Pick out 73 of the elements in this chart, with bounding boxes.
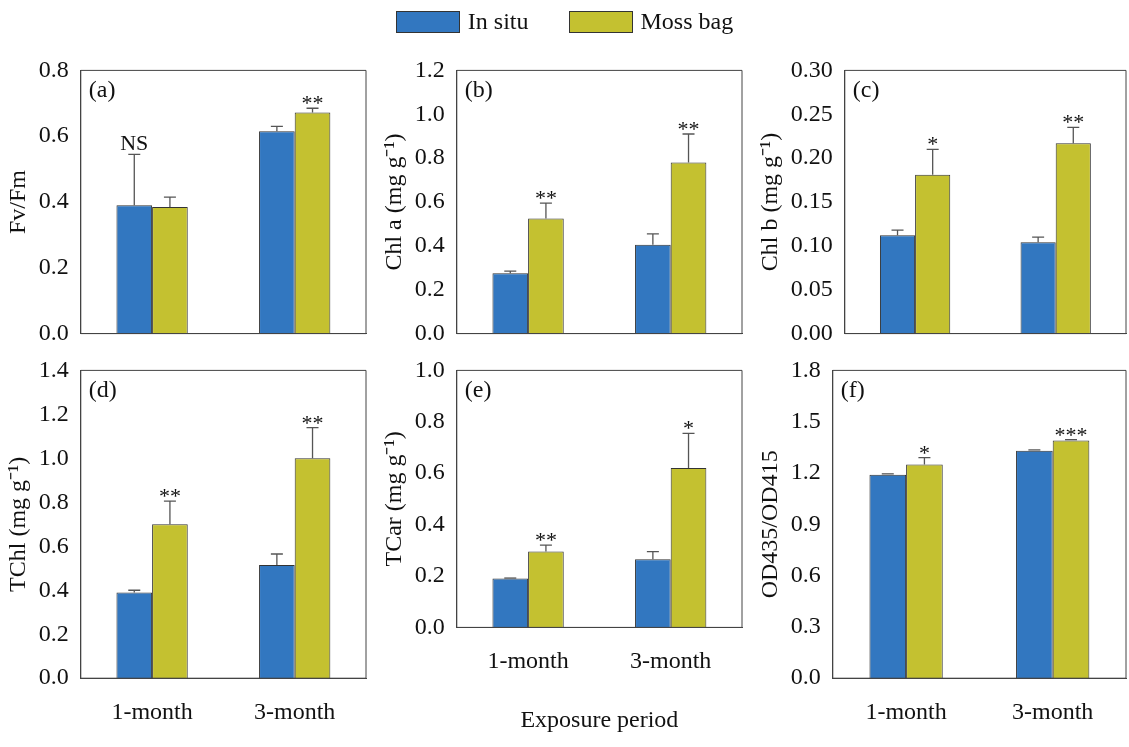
annotation: ** bbox=[158, 483, 181, 509]
y-tick-label: 1.2 bbox=[414, 55, 445, 82]
x-axis-title: Exposure period bbox=[520, 705, 679, 732]
y-tick-label: 0.10 bbox=[790, 231, 833, 258]
annotation: ** bbox=[677, 116, 700, 142]
x-tick-label: 3-month bbox=[630, 647, 712, 674]
y-tick-label: 0.4 bbox=[38, 575, 69, 602]
annotation: ** bbox=[534, 185, 557, 211]
y-tick-label: 0.6 bbox=[38, 531, 69, 558]
y-tick-label: 1.4 bbox=[38, 355, 69, 382]
annotation: (e) bbox=[464, 375, 492, 402]
y-tick-label: 0.6 bbox=[414, 187, 445, 214]
y-tick-label: 0.0 bbox=[414, 612, 445, 639]
y-tick-label: 1.0 bbox=[414, 355, 445, 382]
y-tick-label: 0.3 bbox=[790, 612, 821, 639]
y-tick-label: 0.15 bbox=[790, 187, 833, 214]
annotation: ** bbox=[301, 90, 324, 116]
y-tick-label: 0.8 bbox=[38, 55, 69, 82]
y-tick-label: 0.20 bbox=[790, 143, 833, 170]
y-tick-label: 0.2 bbox=[414, 275, 445, 302]
annotation: ** bbox=[301, 409, 324, 435]
y-tick-label: 1.8 bbox=[790, 355, 821, 382]
y-tick-label: 0.2 bbox=[414, 561, 445, 588]
y-tick-label: 0.9 bbox=[790, 509, 821, 536]
annotation: (f) bbox=[840, 375, 865, 402]
annotation: (d) bbox=[88, 375, 117, 402]
y-tick-label: 0.0 bbox=[790, 663, 821, 690]
y-tick-label: 0.25 bbox=[790, 99, 833, 126]
x-tick-label: 1-month bbox=[111, 697, 193, 724]
annotation: (c) bbox=[852, 75, 880, 102]
annotation: (b) bbox=[464, 75, 493, 102]
x-tick-label: 1-month bbox=[865, 697, 947, 724]
y-tick-label: 1.0 bbox=[414, 99, 445, 126]
y-axis-title: Chl a (mg g⁻¹) bbox=[379, 133, 406, 271]
y-tick-label: 0.05 bbox=[790, 275, 833, 302]
y-axis-title: OD435/OD415 bbox=[755, 450, 782, 599]
y-tick-label: 0.4 bbox=[38, 187, 69, 214]
y-axis-title: Fv/Fm bbox=[3, 169, 30, 235]
annotation: (a) bbox=[88, 75, 116, 102]
y-tick-label: 0.0 bbox=[38, 663, 69, 690]
y-tick-label: 0.6 bbox=[414, 458, 445, 485]
annotation: * bbox=[918, 439, 930, 465]
annotation: * bbox=[927, 131, 939, 157]
annotation: * bbox=[683, 415, 695, 441]
y-tick-label: 0.8 bbox=[414, 143, 445, 170]
y-tick-label: 1.5 bbox=[790, 407, 821, 433]
y-tick-label: 0.6 bbox=[790, 560, 821, 587]
y-tick-label: 1.2 bbox=[790, 458, 821, 485]
annotation: ** bbox=[534, 527, 557, 553]
y-tick-label: 0.2 bbox=[38, 253, 69, 280]
legend-label: In situ bbox=[467, 8, 529, 35]
annotation: *** bbox=[1054, 421, 1088, 447]
y-axis-title: TChl (mg g⁻¹) bbox=[3, 456, 30, 592]
x-tick-label: 3-month bbox=[1012, 697, 1094, 724]
y-tick-label: 0.00 bbox=[790, 318, 833, 345]
y-axis-title: TCar (mg g⁻¹) bbox=[379, 431, 406, 567]
y-tick-label: 0.8 bbox=[414, 407, 445, 434]
y-tick-label: 1.2 bbox=[38, 399, 69, 426]
y-tick-label: 1.0 bbox=[38, 443, 69, 470]
legend-label: Moss bag bbox=[640, 8, 734, 35]
annotation: ** bbox=[1062, 109, 1085, 135]
y-axis-title: Chl b (mg g⁻¹) bbox=[755, 132, 782, 272]
x-tick-label: 3-month bbox=[254, 697, 336, 724]
y-tick-label: 0.6 bbox=[38, 121, 69, 148]
y-tick-label: 0.2 bbox=[38, 619, 69, 646]
y-tick-label: 0.0 bbox=[414, 318, 445, 345]
y-tick-label: 0.4 bbox=[414, 509, 445, 536]
y-tick-label: 0.4 bbox=[414, 231, 445, 258]
y-tick-label: 0.8 bbox=[38, 487, 69, 514]
y-tick-label: 0.0 bbox=[38, 318, 69, 345]
annotation: NS bbox=[120, 130, 149, 156]
y-tick-label: 0.30 bbox=[790, 55, 833, 82]
x-tick-label: 1-month bbox=[487, 647, 569, 674]
